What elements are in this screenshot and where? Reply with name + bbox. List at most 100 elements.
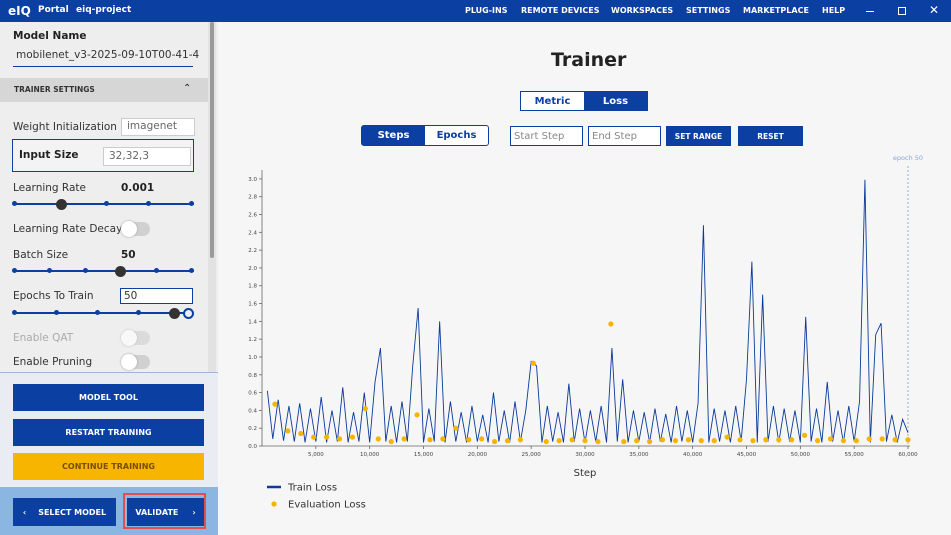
minimize-icon[interactable] — [866, 11, 874, 12]
eval-loss-point — [827, 436, 834, 442]
x-tick-label: 40,000 — [683, 452, 703, 458]
slider-knob[interactable] — [115, 266, 126, 277]
loss-tab[interactable]: Loss — [584, 92, 647, 110]
model-tool-button[interactable]: MODEL TOOL — [13, 384, 204, 411]
slider-step — [189, 201, 194, 206]
nav-panel: ‹ SELECT MODEL VALIDATE › — [0, 487, 218, 535]
nav-item[interactable]: HELP — [822, 6, 846, 15]
eval-loss-point — [892, 437, 898, 443]
x-tick-label: 20,000 — [468, 452, 488, 458]
slider-step — [12, 310, 17, 315]
eval-loss-point — [659, 437, 666, 443]
model-name-field[interactable]: mobilenet_v3-2025-09-10T00-41-4 — [16, 49, 200, 61]
steps-tab[interactable]: Steps — [362, 126, 425, 145]
x-tick-label: 25,000 — [522, 452, 542, 458]
slider-knob[interactable] — [169, 308, 180, 319]
validate-button[interactable]: VALIDATE › — [127, 498, 204, 526]
pruning-toggle[interactable] — [121, 354, 150, 370]
y-tick-label: 1.6 — [248, 302, 257, 308]
x-tick-label: 60,000 — [898, 452, 918, 458]
chevron-right: › — [192, 507, 196, 517]
eval-loss-point — [802, 432, 808, 438]
eval-loss-point — [595, 438, 601, 445]
lr-decay-toggle[interactable] — [121, 221, 150, 237]
app-name: Portal — [38, 5, 69, 15]
eval-loss-point — [608, 321, 614, 327]
eval-loss-point — [324, 434, 330, 440]
slider-step — [47, 268, 52, 273]
reset-button[interactable]: RESET — [738, 126, 803, 146]
y-tick-label: 2.6 — [248, 213, 257, 219]
start-step-input[interactable]: Start Step — [510, 126, 583, 146]
learning-rate-label: Learning Rate — [13, 182, 86, 194]
slider-step — [136, 310, 141, 315]
epochs-input[interactable]: 50 — [120, 288, 193, 304]
nav-item[interactable]: WORKSPACES — [611, 6, 674, 15]
eval-loss-point — [840, 438, 847, 444]
slider-step — [12, 201, 17, 206]
nav-item[interactable]: SETTINGS — [686, 6, 731, 15]
slider-step — [95, 310, 100, 315]
set-range-button[interactable]: SET RANGE — [666, 126, 731, 146]
x-axis-title: Step — [574, 468, 597, 479]
input-size-select[interactable]: 32,32,3 — [103, 147, 191, 166]
select-value: 32,32,3 — [109, 150, 150, 162]
nav-item[interactable]: MARKETPLACE — [743, 6, 809, 15]
y-tick-label: 0.4 — [248, 408, 257, 414]
unit-tabs: Steps Epochs — [361, 125, 489, 146]
eval-loss-point — [285, 428, 291, 434]
eval-loss-point — [491, 438, 498, 445]
chevron-left: ‹ — [22, 507, 27, 517]
eval-loss-point — [336, 436, 343, 442]
epochs-label: Epochs To Train — [13, 290, 94, 302]
select-model-button[interactable]: ‹ SELECT MODEL — [13, 498, 116, 526]
nav-item[interactable]: REMOTE DEVICES — [521, 6, 600, 15]
eval-loss-point — [272, 401, 278, 407]
section-header[interactable]: TRAINER SETTINGS ⌃ — [0, 78, 208, 102]
eval-loss-point — [479, 436, 485, 442]
eval-loss-point — [905, 437, 911, 443]
eval-loss-point — [621, 438, 627, 445]
weight-init-select[interactable]: imagenet — [121, 118, 195, 136]
y-tick-label: 1.4 — [248, 319, 257, 325]
legend-swatch — [271, 501, 277, 507]
close-icon[interactable]: ✕ — [929, 3, 940, 17]
slider-knob[interactable] — [56, 199, 67, 210]
y-tick-label: 0.6 — [248, 391, 257, 397]
epochs-value: 50 — [124, 290, 138, 302]
metric-tab[interactable]: Metric — [534, 95, 571, 107]
restart-button[interactable]: RESTART TRAINING — [13, 419, 204, 446]
y-tick-label: 0.0 — [248, 444, 257, 450]
slider-step — [189, 268, 194, 273]
lr-decay-label: Learning Rate Decay — [13, 223, 123, 235]
slider-end — [183, 308, 194, 319]
eval-loss-point — [453, 425, 459, 431]
epoch-label: epoch 50 — [893, 154, 923, 162]
sidebar: Model Name mobilenet_v3-2025-09-10T00-41… — [0, 22, 218, 535]
project-name[interactable]: eiq-project — [76, 5, 132, 15]
eval-loss-point — [853, 438, 859, 444]
page-title: Trainer — [551, 49, 627, 71]
restore-icon[interactable] — [898, 7, 906, 15]
eval-loss-point — [530, 360, 536, 366]
epochs-tab[interactable]: Epochs — [436, 130, 477, 141]
nav-item[interactable]: PLUG-INS — [465, 6, 508, 15]
top-bar: eIQ Portal eiq-project PLUG-INS REMOTE D… — [0, 0, 951, 22]
continue-button[interactable]: CONTINUE TRAINING — [13, 453, 204, 480]
y-tick-label: 0.8 — [248, 373, 257, 379]
logo[interactable]: eIQ — [8, 4, 31, 18]
end-step-input[interactable]: End Step — [588, 126, 661, 146]
eval-loss-point — [401, 436, 407, 442]
eval-loss-point — [375, 436, 381, 442]
eval-loss-point — [362, 406, 368, 412]
eval-loss-point — [879, 436, 885, 442]
eval-loss-point — [543, 438, 549, 445]
qat-label: Enable QAT — [13, 332, 74, 344]
legend-label: Evaluation Loss — [288, 500, 366, 511]
scroll-thumb[interactable] — [210, 22, 214, 258]
eval-loss-point — [466, 437, 472, 443]
eval-loss-point — [311, 434, 317, 440]
slider-step — [54, 310, 59, 315]
plot: Step 0.0 0.2 0.4 0.6 0.8 1.0 1.2 1.4 1.6 1.8 2.0 2.… — [248, 154, 923, 511]
